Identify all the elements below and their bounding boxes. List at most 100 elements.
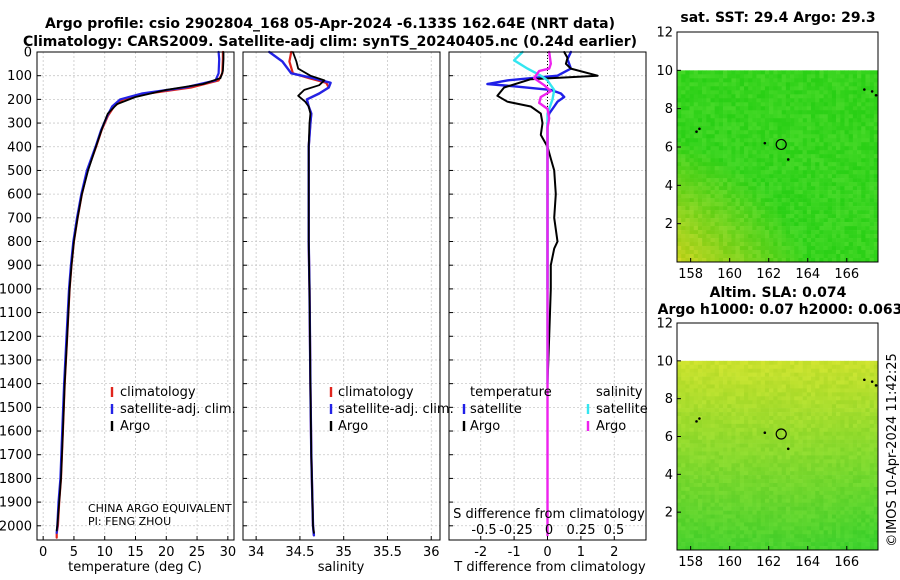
map-cell (794, 447, 799, 452)
map-cell (760, 254, 766, 259)
map-cell (697, 538, 703, 543)
map-cell (836, 194, 841, 199)
map-cell (723, 194, 728, 199)
map-cell (831, 190, 837, 195)
map-cell (806, 534, 812, 539)
map-cell (735, 490, 741, 496)
map-cell (718, 210, 724, 215)
map-cell (731, 222, 736, 227)
map-cell (764, 246, 770, 251)
map-cell (785, 384, 791, 389)
map-cell (802, 530, 808, 535)
map-cell (840, 90, 845, 95)
map-cell (857, 435, 862, 440)
map-cell (685, 538, 690, 543)
map-cell (702, 222, 707, 227)
map-cell (756, 364, 762, 370)
map-cell (811, 202, 816, 207)
map-cell (857, 483, 862, 488)
map-cell (827, 526, 833, 531)
map-cell (857, 186, 862, 191)
map-cell (798, 502, 803, 507)
map-cell (802, 400, 808, 405)
map-cell (815, 126, 820, 131)
map-cell (819, 526, 824, 531)
map-cell (748, 534, 753, 539)
map-cell (689, 78, 695, 83)
map-cell (727, 412, 732, 417)
map-cell (752, 419, 757, 425)
map-cell (844, 218, 849, 223)
map-cell (752, 412, 757, 417)
map-cell (861, 546, 866, 551)
map-cell (798, 86, 803, 91)
map-cell (752, 392, 757, 397)
map-cell (865, 246, 870, 251)
map-cell (723, 202, 728, 207)
map-cell (848, 182, 854, 187)
map-cell (723, 459, 728, 464)
map-cell (681, 538, 686, 543)
map-cell (697, 534, 703, 539)
map-cell (815, 364, 820, 370)
map-cell (764, 94, 770, 99)
map-cell (739, 174, 745, 179)
map-cell (869, 416, 875, 421)
map-cell (831, 246, 837, 251)
map-cell (781, 214, 787, 219)
map-cell (689, 538, 695, 543)
map-cell (865, 522, 870, 527)
map-cell (794, 419, 799, 425)
map-cell (714, 118, 720, 123)
map-cell (731, 154, 736, 159)
map-cell (802, 459, 808, 464)
map-cell (714, 380, 720, 385)
map-cell (785, 368, 791, 373)
map-cell (844, 459, 849, 464)
map-cell (794, 122, 799, 127)
map-cell (798, 198, 803, 203)
map-cell (727, 170, 732, 175)
map-cell (702, 202, 707, 207)
map-cell (831, 494, 837, 500)
map-cell (731, 194, 736, 199)
map-cell (689, 522, 695, 527)
map-cell (773, 416, 778, 421)
map-cell (823, 439, 829, 444)
map-cell (727, 463, 732, 468)
map-cell (802, 238, 808, 243)
map-cell (769, 102, 774, 107)
map-cell (718, 226, 724, 231)
map-cell (731, 471, 736, 476)
map-cell (714, 206, 720, 211)
map-cell (831, 186, 837, 191)
s-difference-axis-title: S difference from climatology (453, 507, 645, 522)
map-cell (697, 154, 703, 159)
map-cell (756, 443, 762, 448)
map-cell (852, 146, 858, 151)
map-cell (752, 238, 757, 243)
map-cell (769, 118, 774, 123)
map-cell (785, 86, 791, 91)
map-cell (748, 416, 753, 421)
map-cell (710, 435, 715, 440)
map-cell (727, 194, 732, 199)
map-cell (693, 158, 699, 163)
map-cell (677, 514, 682, 519)
map-cell (823, 158, 829, 163)
map-cell (781, 170, 787, 175)
map-cell (773, 142, 778, 147)
map-cell (873, 190, 879, 195)
map-cell (811, 182, 816, 187)
map-cell (731, 534, 736, 539)
map-cell (831, 530, 837, 535)
map-cell (723, 222, 728, 227)
map-cell (777, 463, 782, 468)
map-cell (819, 392, 824, 397)
map-cell (773, 130, 778, 135)
map-cell (748, 372, 753, 377)
map-cell (785, 443, 791, 448)
map-cell (861, 483, 866, 488)
map-cell (748, 368, 753, 373)
map-cell (827, 431, 833, 437)
